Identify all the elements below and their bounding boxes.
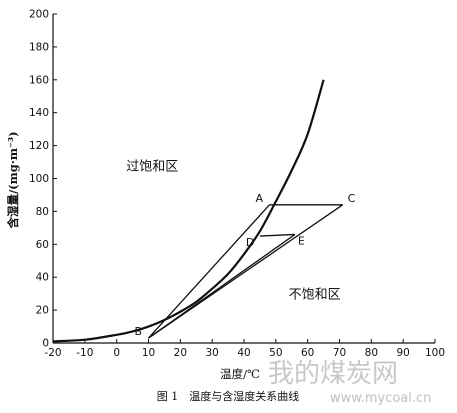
watermark: 我的煤炭网 www.mycoal.cn <box>268 359 431 406</box>
y-axis-ticks: 0 20 40 60 80 100 120 140 160 180 200 <box>29 9 57 350</box>
x-tick-label: 60 <box>301 347 314 359</box>
segment-e-b <box>148 233 296 339</box>
x-tick-label: 90 <box>396 347 409 359</box>
x-tick-label: 10 <box>142 347 155 359</box>
chart-axes <box>52 14 435 344</box>
segment-b-a <box>148 204 270 339</box>
x-tick-label: 80 <box>365 347 378 359</box>
watermark-text: 我的煤炭网 <box>268 359 398 389</box>
y-tick-label: 60 <box>36 239 49 251</box>
segment-d-e <box>259 233 295 237</box>
point-label-b: B <box>135 325 143 338</box>
x-tick-label: -20 <box>44 347 61 359</box>
x-tick-label: -10 <box>76 347 93 359</box>
x-tick-label: 20 <box>174 347 187 359</box>
x-tick-label: 70 <box>333 347 346 359</box>
plot-area <box>52 79 344 343</box>
y-tick-label: 40 <box>36 272 49 284</box>
point-label-a: A <box>255 192 263 205</box>
y-tick-label: 100 <box>29 173 49 185</box>
figure-caption: 图 1 温度与含湿度关系曲线 <box>157 389 300 403</box>
saturation-curve <box>52 79 325 343</box>
x-axis-ticks: -20 -10 0 10 20 30 40 50 60 70 80 90 100 <box>44 339 445 359</box>
y-tick-label: 80 <box>36 206 49 218</box>
x-tick-label: 40 <box>237 347 250 359</box>
y-tick-label: 160 <box>29 74 49 86</box>
y-tick-label: 20 <box>36 305 49 317</box>
x-tick-label: 0 <box>113 347 120 359</box>
point-labels: A B C D E <box>135 192 356 338</box>
watermark-url: www.mycoal.cn <box>330 391 431 406</box>
y-tick-label: 180 <box>29 41 49 53</box>
y-tick-label: 140 <box>29 107 49 119</box>
point-label-e: E <box>298 234 305 247</box>
x-tick-label: 100 <box>425 347 445 359</box>
y-tick-label: 200 <box>29 9 49 21</box>
region-label-2: 不饱和区 <box>289 288 341 303</box>
x-axis-label: 温度/℃ <box>220 367 260 381</box>
x-tick-label: 30 <box>205 347 218 359</box>
y-tick-label: 120 <box>29 140 49 152</box>
x-tick-label: 50 <box>269 347 282 359</box>
region-label-1: 过饱和区 <box>126 159 178 174</box>
y-tick-label: 0 <box>42 338 49 350</box>
point-label-c: C <box>348 192 356 205</box>
point-label-d: D <box>246 236 254 249</box>
y-axis-label: 含湿量/(mg·m⁻³) <box>6 131 20 229</box>
